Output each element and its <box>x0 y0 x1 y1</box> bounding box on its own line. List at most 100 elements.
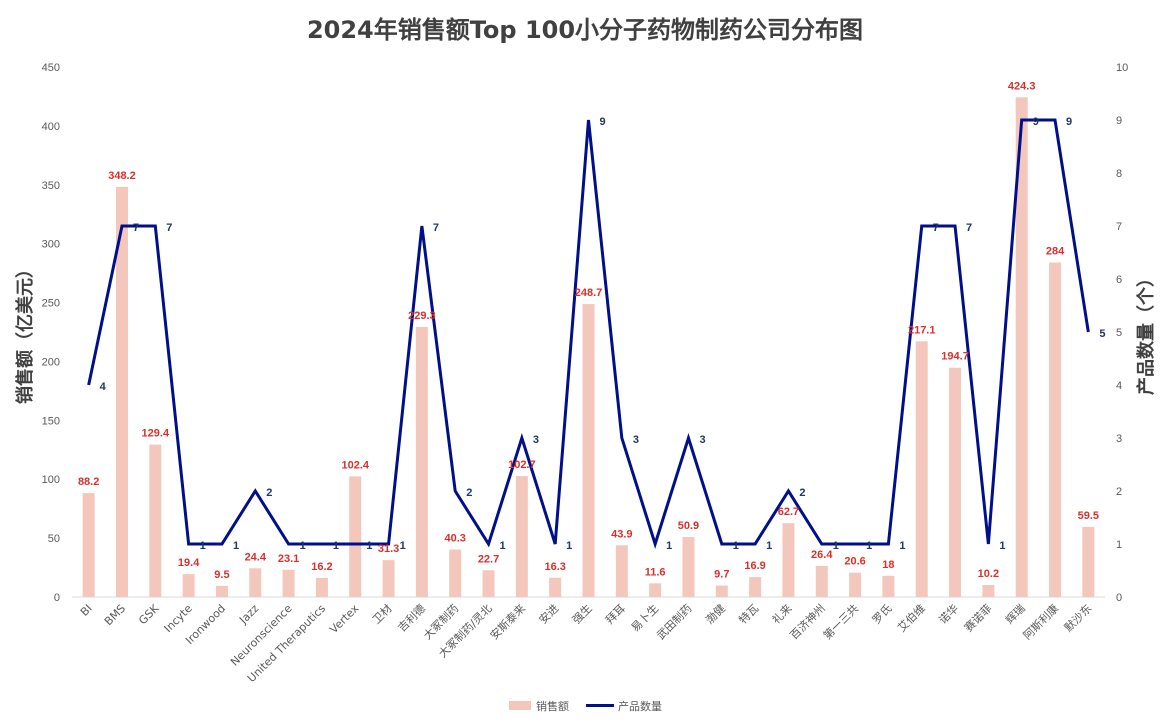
x-category-label: 安进 <box>536 601 561 626</box>
y2-tick-label: 7 <box>1116 221 1122 233</box>
line-data-label: 3 <box>699 434 705 446</box>
y-tick-label: 150 <box>42 415 60 427</box>
bar <box>682 537 695 597</box>
line-data-label: 1 <box>866 540 872 552</box>
bar <box>1049 262 1062 597</box>
legend: 销售额 产品数量 <box>509 699 662 713</box>
x-category-label: GSK <box>136 601 162 627</box>
y2-tick-label: 4 <box>1116 380 1122 392</box>
bar-data-label: 11.6 <box>645 566 666 578</box>
bar-data-label: 50.9 <box>678 520 699 532</box>
y2-tick-label: 1 <box>1116 539 1122 551</box>
line-data-label: 7 <box>933 222 939 234</box>
x-category-label: 礼来 <box>769 601 794 626</box>
bar <box>349 476 362 597</box>
bar <box>315 577 328 597</box>
line-data-label: 2 <box>799 487 805 499</box>
chart-title: 2024年销售额Top 100小分子药物制药公司分布图 <box>307 16 863 44</box>
line-data-label: 1 <box>833 540 839 552</box>
x-category-label: BMS <box>102 602 128 628</box>
line-data-label: 1 <box>899 540 905 552</box>
line-data-label: 1 <box>766 540 772 552</box>
line-data-label: 7 <box>133 222 139 234</box>
line-data-label: 9 <box>1033 116 1039 128</box>
line-data-label: 1 <box>200 540 206 552</box>
bar <box>849 572 862 597</box>
x-category-label: Vertex <box>327 602 362 637</box>
bar <box>815 565 828 597</box>
line-data-label: 1 <box>999 540 1005 552</box>
x-category-label: 吉利德 <box>395 601 428 634</box>
y-tick-label: 250 <box>42 298 60 310</box>
y2-tick-label: 0 <box>1116 592 1122 604</box>
bar-series <box>82 97 1095 598</box>
line-data-label: 3 <box>533 434 539 446</box>
bar-data-label: 18 <box>882 559 894 571</box>
y-tick-label: 0 <box>54 592 60 604</box>
bar <box>182 574 195 597</box>
bar <box>282 569 295 597</box>
y2-tick-label: 6 <box>1116 274 1122 286</box>
y2-tick-label: 3 <box>1116 433 1122 445</box>
line-data-label: 3 <box>633 434 639 446</box>
line-data-label: 1 <box>666 540 672 552</box>
legend-swatch-sales <box>509 701 531 710</box>
y2-tick-label: 2 <box>1116 486 1122 498</box>
legend-label-count: 产品数量 <box>618 699 662 713</box>
x-category-label: 易卜生 <box>628 601 661 634</box>
bar <box>382 560 395 597</box>
bar <box>915 341 928 597</box>
bar-data-label: 217.1 <box>908 324 936 336</box>
line-data-label: 2 <box>466 487 472 499</box>
line-data-label: 1 <box>233 540 239 552</box>
line-data-label: 1 <box>566 540 572 552</box>
bar-data-label: 16.2 <box>311 561 332 573</box>
bar <box>982 584 995 597</box>
bar-data-label: 9.7 <box>714 569 729 581</box>
x-category-label: 艾伯维 <box>895 601 928 634</box>
bar <box>649 583 662 597</box>
bar <box>82 493 95 597</box>
line-data-label: 1 <box>733 540 739 552</box>
bar-data-label: 43.9 <box>611 528 632 540</box>
x-category-label: Jazz <box>236 602 261 627</box>
y-tick-label: 450 <box>42 62 60 74</box>
y2-tick-label: 8 <box>1116 168 1122 180</box>
bar-data-label: 194.7 <box>941 351 969 363</box>
line-series-path <box>87 118 1090 550</box>
bar-data-label: 31.3 <box>378 543 399 555</box>
bar <box>515 476 528 597</box>
y2-axis-ticks: 0 1 2 3 4 5 6 7 8 9 10 <box>1116 62 1128 604</box>
x-category-label: 赛诺菲 <box>961 601 994 634</box>
x-category-label: 百济神州 <box>787 601 828 642</box>
bar <box>149 444 162 597</box>
bar <box>949 367 962 597</box>
bar-data-label: 129.4 <box>142 428 170 440</box>
bar-data-label: 24.4 <box>245 551 267 563</box>
bar-data-label: 22.7 <box>478 553 499 565</box>
y-axis-ticks: 0 50 100 150 200 250 300 350 400 450 <box>42 62 60 604</box>
bar <box>215 585 228 597</box>
bar-data-label: 88.2 <box>78 476 99 488</box>
bar-data-label: 348.2 <box>108 170 136 182</box>
bar <box>882 575 895 597</box>
y-tick-label: 350 <box>42 180 60 192</box>
bar-data-label: 23.1 <box>278 553 299 565</box>
y2-tick-label: 9 <box>1116 115 1122 127</box>
y-tick-label: 50 <box>48 533 60 545</box>
line-data-label: 4 <box>100 381 107 393</box>
x-category-label: 默沙东 <box>1062 602 1095 635</box>
bar-data-label: 20.6 <box>844 556 865 568</box>
line-data-label: 7 <box>166 222 172 234</box>
x-category-label: 罗氏 <box>870 602 895 627</box>
bar <box>582 304 595 597</box>
line-data-label: 1 <box>500 540 506 552</box>
bar-data-label: 248.7 <box>575 287 603 299</box>
x-category-label: 卫材 <box>369 601 394 626</box>
bar-data-label: 59.5 <box>1078 510 1099 522</box>
bar-data-label: 19.4 <box>178 557 200 569</box>
bar-data-label: 102.7 <box>508 459 536 471</box>
bar <box>782 523 795 597</box>
